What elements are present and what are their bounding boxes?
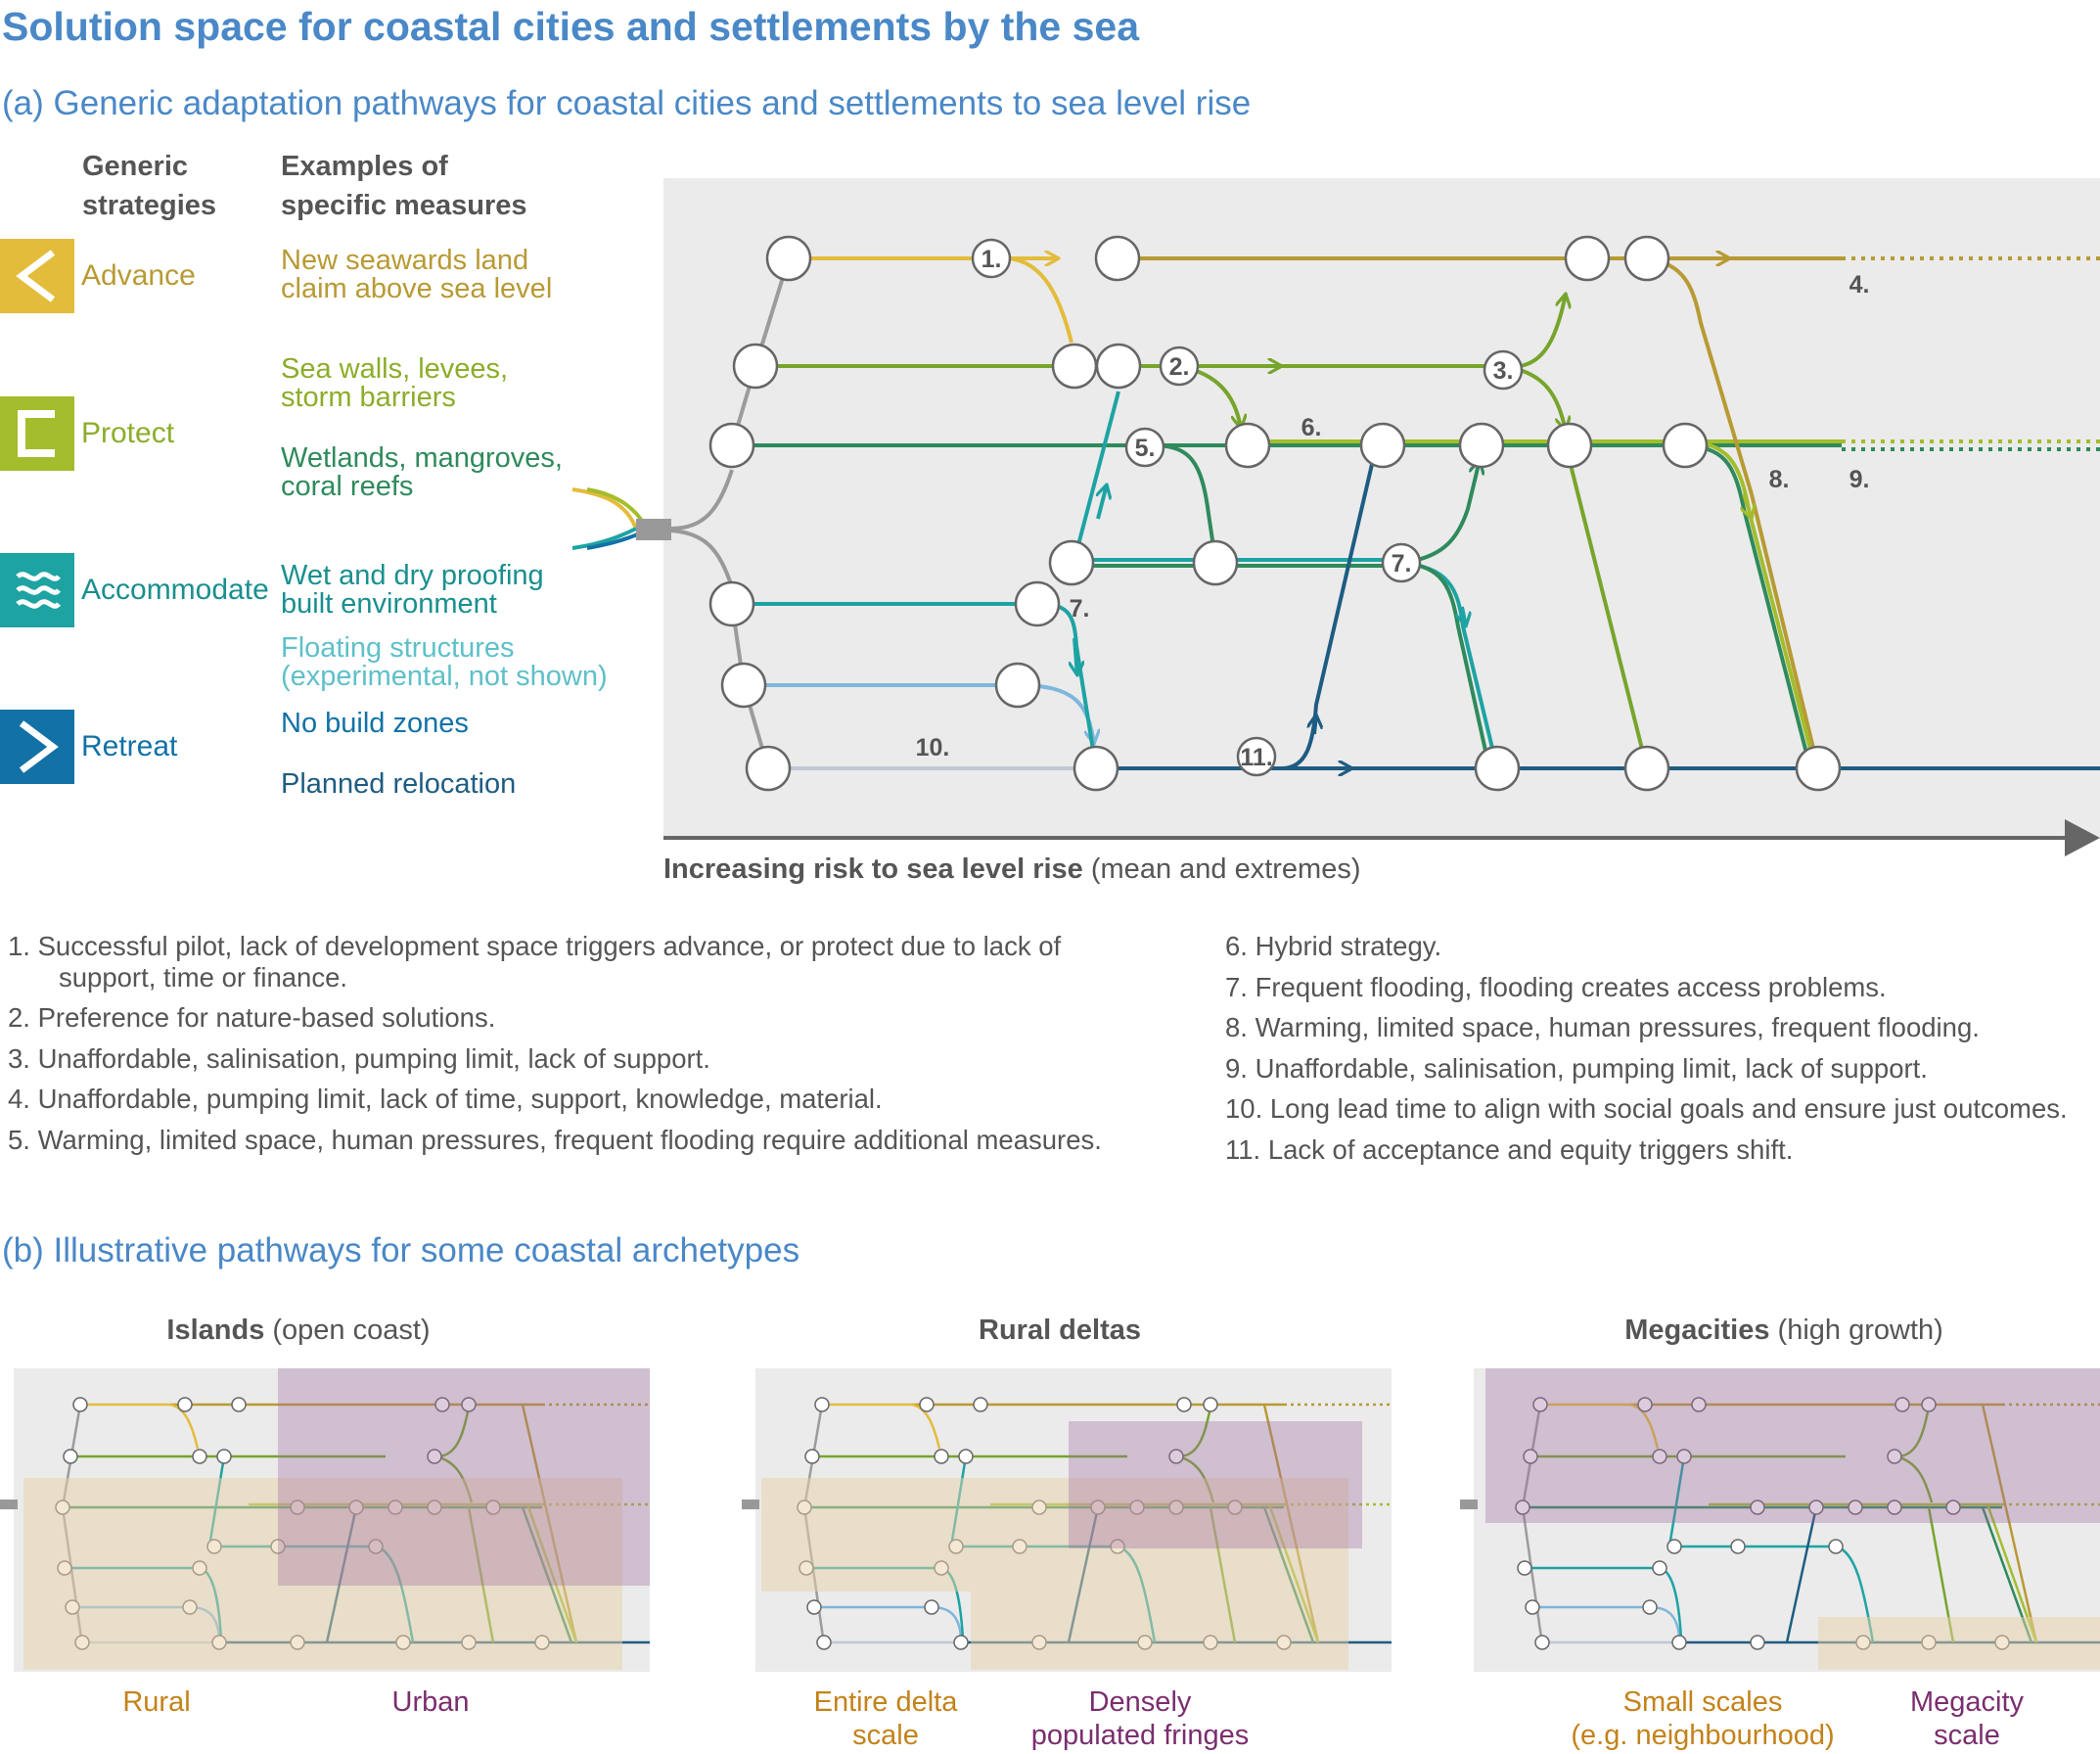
notes-right: 6. Hybrid strategy. 7. Frequent flooding… [1225, 926, 2068, 1170]
archetype-diagrams [0, 1366, 2100, 1674]
pathways-diagram: 1. 2. 3. 4. 5. 6. 7. 7. 8. 9. 10. 11. [571, 178, 2100, 856]
note-5: 5. Warming, limited space, human pressur… [8, 1124, 1102, 1155]
densely-populated-shade [1069, 1421, 1362, 1548]
marker-label-2: 2. [1169, 353, 1190, 381]
marker-node-2 [1159, 346, 1200, 387]
note-11: 11. Lack of acceptance and equity trigge… [1225, 1133, 1794, 1165]
hybrid-arrow [1744, 493, 1752, 519]
entire-delta-shade-2 [971, 1592, 1348, 1670]
origin-fan [571, 469, 734, 588]
diagram-background [663, 178, 2100, 837]
note-4: 4. Unaffordable, pumping limit, lack of … [8, 1084, 883, 1114]
megacities-caption-megacity: Megacity scale [1909, 1686, 2025, 1751]
marker-label-5: 5. [1135, 435, 1156, 462]
small-scale-shade [1818, 1617, 2100, 1670]
strategies-column-heading: Generic strategies [82, 151, 217, 221]
advance-to-retreat [1750, 493, 1820, 769]
note-9: 9. Unaffordable, salinisation, pumping l… [1225, 1052, 1928, 1084]
marker-label-10: 10. [916, 734, 950, 762]
strategy-accommodate: Accommodate [81, 574, 269, 606]
measure-sea-walls: Sea walls, levees, storm barriers [281, 353, 509, 413]
rural-shade [23, 1478, 622, 1670]
deltas-diagram [740, 1366, 1393, 1674]
deltas-caption-fringes: Densely populated fringes [1030, 1686, 1250, 1751]
strategy-protect: Protect [81, 417, 175, 449]
marker-label-11: 11. [1240, 744, 1272, 771]
accommodate-retreat-arrow [1462, 606, 1466, 626]
megacities-title: Megacities (high growth) [1624, 1315, 1943, 1346]
accommodate-icon [0, 553, 74, 627]
note-1-cont: support, time or finance. [59, 961, 348, 992]
accommodate-down-arrow [1074, 637, 1077, 675]
measure-seaward-land-claim: New seawards land claim above sea level [281, 245, 553, 304]
risk-axis-label: Increasing risk to sea level rise (mean … [663, 854, 1361, 885]
islands-title: Islands (open coast) [166, 1315, 431, 1346]
origin-node [636, 519, 671, 540]
islands-diagram [0, 1366, 652, 1674]
measure-planned-relocation: Planned relocation [281, 768, 517, 800]
figure-title: Solution space for coastal cities and se… [2, 4, 1140, 49]
protect-icon [0, 396, 74, 471]
marker-label-4: 4. [1849, 271, 1870, 299]
marker-label-3: 3. [1493, 357, 1514, 385]
note-1: 1. Successful pilot, lack of development… [8, 931, 1062, 961]
measure-floating-structures: Floating structures (experimental, not sh… [281, 632, 608, 692]
pathway-nodes [708, 235, 1842, 792]
notes-left: 1. Successful pilot, lack of development… [8, 926, 1102, 1160]
protect-long-descent [1564, 444, 1649, 769]
note-3: 3. Unaffordable, salinisation, pumping l… [8, 1042, 710, 1074]
measure-no-build-zones: No build zones [281, 708, 469, 739]
marker-label-7b: 7. [1070, 595, 1090, 623]
note-6: 6. Hybrid strategy. [1225, 931, 1442, 961]
note-2: 2. Preference for nature-based solutions… [8, 1002, 496, 1033]
megacity-shade [1485, 1368, 2100, 1523]
measures-column-heading: Examples of specific measures [281, 151, 527, 221]
risk-axis-arrowhead [2065, 819, 2100, 856]
retreat-up-branch [1281, 459, 1375, 770]
marker-label-8: 8. [1769, 466, 1790, 493]
retreat-icon [0, 710, 74, 784]
megacities-caption-small: Small scales (e.g. neighbourhood) [1571, 1686, 1835, 1751]
accommodate-up-arrow [1098, 485, 1107, 520]
marker-node-5 [1124, 427, 1165, 468]
strategy-advance: Advance [81, 259, 196, 292]
note-7: 7. Frequent flooding, flooding creates a… [1225, 971, 1887, 1002]
marker-node-1 [971, 238, 1012, 279]
note-10: 10. Long lead time to align with social … [1225, 1093, 2068, 1124]
advance-icon [0, 239, 74, 313]
note-8: 8. Warming, limited space, human pressur… [1225, 1012, 1980, 1042]
retreat-up-arrow [1314, 715, 1316, 735]
marker-label-9: 9. [1849, 466, 1870, 493]
marker-label-6: 6. [1301, 414, 1322, 441]
marker-node-3 [1483, 349, 1524, 391]
panel-a-heading: (a) Generic adaptation pathways for coas… [2, 84, 1252, 122]
deltas-title: Rural deltas [979, 1315, 1141, 1346]
panel-b-heading: (b) Illustrative pathways for some coast… [2, 1231, 800, 1269]
urban-shade [278, 1368, 650, 1586]
measure-wetlands: Wetlands, mangroves, coral reefs [281, 442, 563, 502]
accommodate-to-protect [1073, 391, 1120, 561]
islands-caption-rural: Rural [122, 1686, 191, 1718]
marker-node-11 [1236, 736, 1277, 777]
advance-to-protect-branch [1009, 256, 1073, 344]
marker-node-7 [1381, 542, 1422, 583]
marker-label-1: 1. [982, 246, 1002, 273]
wetland-to-accommodate [1159, 443, 1215, 560]
measure-wet-dry-proofing: Wet and dry proofing built environment [281, 560, 544, 620]
deltas-caption-entire: Entire delta scale [813, 1686, 958, 1751]
islands-caption-urban: Urban [391, 1686, 470, 1718]
marker-label-7: 7. [1392, 550, 1412, 577]
strategy-retreat: Retreat [81, 730, 178, 762]
entire-delta-shade [761, 1478, 1348, 1592]
megacities-diagram [1458, 1366, 2100, 1674]
